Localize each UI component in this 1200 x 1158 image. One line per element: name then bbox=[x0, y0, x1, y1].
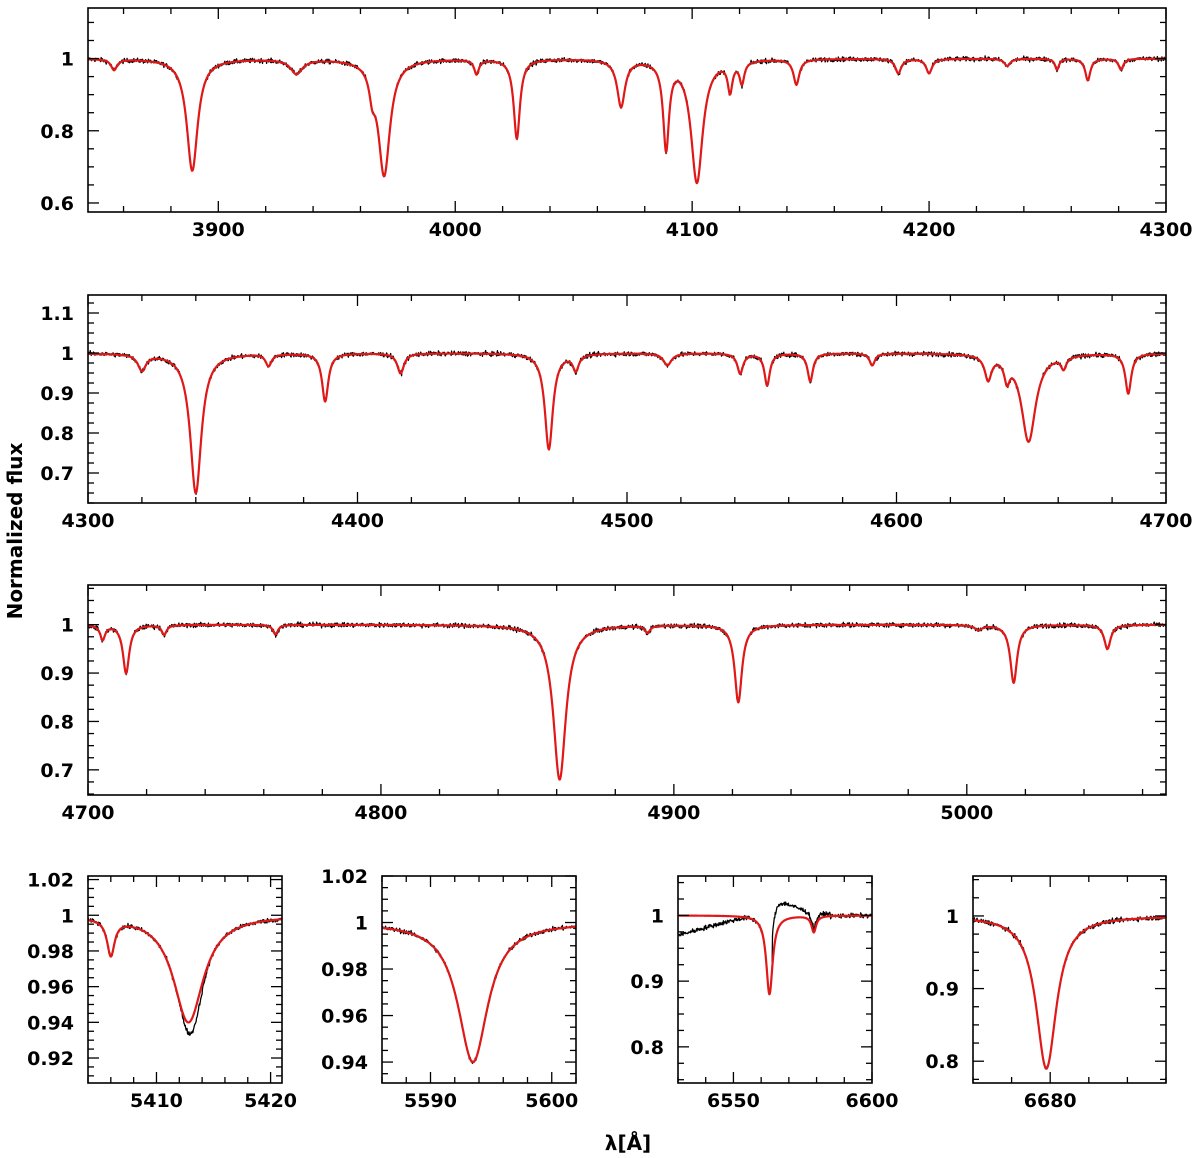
y-tick-label: 0.98 bbox=[321, 959, 368, 981]
observed-spectrum-line bbox=[88, 55, 1166, 185]
y-tick-label: 0.8 bbox=[40, 711, 74, 733]
spectrum-panel-7: 6680 0.8 0.9 1 bbox=[925, 875, 1167, 1112]
model-spectrum-line bbox=[88, 352, 1166, 495]
x-tick-label: 4800 bbox=[354, 802, 407, 824]
y-tick-label: 1.02 bbox=[27, 870, 74, 892]
y-tick-label: 0.8 bbox=[630, 1037, 664, 1059]
observed-spectrum-line bbox=[973, 915, 1166, 1070]
x-tick-label: 4700 bbox=[62, 802, 115, 824]
y-tick-label: 0.94 bbox=[27, 1012, 74, 1034]
y-tick-label: 1.02 bbox=[321, 866, 368, 888]
y-tick-label: 0.6 bbox=[40, 193, 74, 215]
x-tick-label: 5600 bbox=[525, 1090, 578, 1112]
y-tick-label: 0.7 bbox=[40, 760, 74, 782]
spectrum-panel-5: 5590 5600 0.94 0.96 0.98 1 1.02 bbox=[321, 866, 578, 1112]
y-tick-label: 1 bbox=[355, 913, 368, 935]
y-tick-label: 1 bbox=[61, 343, 74, 365]
x-tick-label: 4300 bbox=[1140, 219, 1193, 241]
y-tick-label: 0.9 bbox=[925, 979, 959, 1001]
x-tick-label: 5410 bbox=[130, 1090, 183, 1112]
x-tick-label: 3900 bbox=[192, 219, 245, 241]
y-tick-label: 1 bbox=[651, 905, 664, 927]
x-tick-label: 6550 bbox=[707, 1090, 760, 1112]
panel-frame bbox=[87, 584, 1167, 796]
x-tick-label: 4000 bbox=[429, 219, 482, 241]
y-tick-label: 0.92 bbox=[27, 1048, 74, 1070]
x-tick-label: 4300 bbox=[62, 510, 115, 532]
y-tick-label: 0.8 bbox=[40, 423, 74, 445]
spectrum-panel-6: 6550 6600 0.8 0.9 1 bbox=[630, 875, 899, 1112]
spectrum-panel-3: 4700 4800 4900 5000 0.7 0.8 0.9 1 bbox=[40, 584, 1167, 824]
panel-frame bbox=[677, 875, 873, 1084]
y-tick-label: 0.98 bbox=[27, 941, 74, 963]
observed-spectrum-line bbox=[88, 621, 1166, 780]
x-tick-label: 4600 bbox=[870, 510, 923, 532]
y-axis-label: Normalized flux bbox=[3, 442, 27, 619]
x-tick-label: 4400 bbox=[331, 510, 384, 532]
y-tick-label: 0.9 bbox=[40, 663, 74, 685]
x-tick-label: 6600 bbox=[846, 1090, 899, 1112]
x-tick-label: 4200 bbox=[903, 219, 956, 241]
x-tick-label: 4700 bbox=[1140, 510, 1193, 532]
x-tick-label: 4500 bbox=[601, 510, 654, 532]
model-spectrum-line bbox=[382, 925, 576, 1064]
model-spectrum-line bbox=[678, 914, 872, 996]
spectrum-panel-2: 4300 4400 4500 4600 4700 0.7 0.8 0.9 1 1.1 bbox=[40, 294, 1193, 532]
model-spectrum-line bbox=[88, 623, 1166, 781]
y-tick-label: 0.9 bbox=[40, 383, 74, 405]
panel-frame bbox=[972, 875, 1167, 1084]
y-tick-label: 0.96 bbox=[27, 977, 74, 999]
spectrum-panel-4: 5410 5420 0.92 0.94 0.96 0.98 1 1.02 bbox=[27, 870, 297, 1112]
x-tick-label: 5590 bbox=[404, 1090, 457, 1112]
observed-spectrum-line bbox=[382, 924, 576, 1064]
panel-frame bbox=[87, 7, 1167, 213]
y-tick-label: 0.9 bbox=[630, 971, 664, 993]
x-tick-label: 4900 bbox=[647, 802, 700, 824]
y-tick-label: 1 bbox=[61, 905, 74, 927]
x-axis-label: λ[Å] bbox=[605, 1131, 651, 1155]
y-tick-label: 0.8 bbox=[925, 1051, 959, 1073]
y-tick-label: 1 bbox=[61, 615, 74, 637]
x-tick-label: 5000 bbox=[940, 802, 993, 824]
x-tick-label: 6680 bbox=[1024, 1090, 1077, 1112]
y-tick-label: 1 bbox=[946, 906, 959, 928]
model-spectrum-line bbox=[973, 916, 1166, 1070]
y-tick-label: 1 bbox=[61, 49, 74, 71]
x-tick-label: 4100 bbox=[666, 219, 719, 241]
model-spectrum-line bbox=[88, 57, 1166, 185]
model-spectrum-line bbox=[88, 918, 282, 1024]
spectrum-panel-1: 3900 4000 4100 4200 4300 0.6 0.8 1 bbox=[40, 7, 1193, 241]
y-tick-label: 0.8 bbox=[40, 121, 74, 143]
y-tick-label: 0.94 bbox=[321, 1052, 368, 1074]
y-tick-label: 1.1 bbox=[40, 303, 74, 325]
x-tick-label: 5420 bbox=[244, 1090, 297, 1112]
panel-frame bbox=[87, 294, 1167, 504]
y-tick-label: 0.96 bbox=[321, 1006, 368, 1028]
y-tick-label: 0.7 bbox=[40, 463, 74, 485]
panel-frame bbox=[87, 875, 283, 1084]
